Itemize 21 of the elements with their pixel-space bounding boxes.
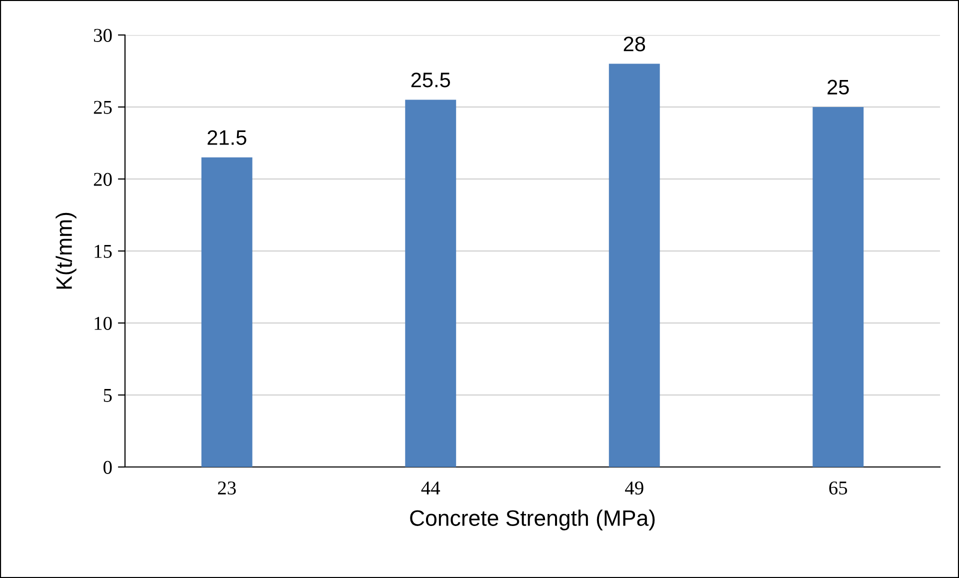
- x-tick-label: 65: [829, 482, 848, 495]
- x-axis-title: Concrete Strength (MPa): [410, 510, 655, 530]
- data-label: 25: [828, 80, 849, 95]
- y-tick-label: 10: [94, 316, 112, 330]
- bar: [812, 107, 864, 467]
- data-label: 21.5: [208, 130, 246, 145]
- y-tick-label: 15: [94, 244, 112, 258]
- x-tick-label: 49: [625, 482, 644, 495]
- x-tick-label: 44: [421, 482, 440, 494]
- data-label: 28: [624, 36, 646, 52]
- bar: [608, 64, 660, 467]
- x-tick-label: 23: [218, 482, 236, 495]
- y-tick-label: 25: [94, 100, 112, 114]
- data-label: 25.5: [411, 72, 450, 88]
- y-tick-label: 30: [94, 28, 112, 42]
- y-tick-label: 20: [94, 172, 112, 186]
- y-axis-title: K(t/mm): [56, 212, 76, 289]
- bar: [201, 157, 252, 467]
- y-tick-label: 5: [104, 389, 112, 402]
- bar: [405, 100, 456, 467]
- y-tick-label: 0: [104, 460, 112, 474]
